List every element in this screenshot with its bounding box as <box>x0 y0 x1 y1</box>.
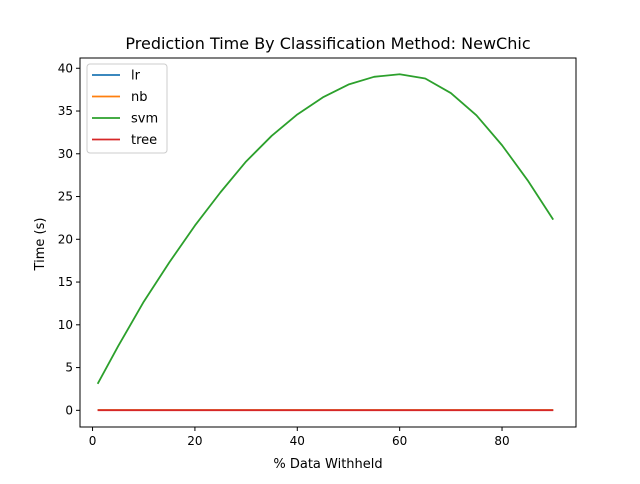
x-tick-label: 0 <box>89 434 97 448</box>
x-tick-label: 80 <box>494 434 509 448</box>
y-tick-label: 25 <box>58 190 73 204</box>
x-tick-label: 20 <box>187 434 202 448</box>
y-tick-label: 10 <box>58 318 73 332</box>
legend-label-tree: tree <box>131 133 157 148</box>
y-tick-label: 15 <box>58 275 73 289</box>
legend-label-lr: lr <box>131 69 141 84</box>
x-tick-label: 40 <box>290 434 305 448</box>
y-tick-label: 30 <box>58 147 73 161</box>
y-axis-label: Time (s) <box>33 218 48 272</box>
y-tick-label: 5 <box>65 361 73 375</box>
legend-label-nb: nb <box>131 90 148 105</box>
x-tick-label: 60 <box>392 434 407 448</box>
legend-label-svm: svm <box>131 112 158 127</box>
axes-frame <box>79 57 577 428</box>
x-axis-label: % Data Withheld <box>273 457 382 472</box>
chart-title: Prediction Time By Classification Method… <box>125 34 530 53</box>
y-tick-label: 40 <box>58 61 73 75</box>
legend-box <box>86 63 168 154</box>
y-tick-label: 0 <box>65 403 73 417</box>
y-tick-label: 20 <box>58 232 73 246</box>
plot-area: 0 20 40 60 80 0 5 10 15 20 25 30 35 40 <box>58 57 577 448</box>
legend: lr nb svm tree <box>86 63 168 154</box>
y-tick-label: 35 <box>58 104 73 118</box>
series-line-svm <box>96 73 554 385</box>
